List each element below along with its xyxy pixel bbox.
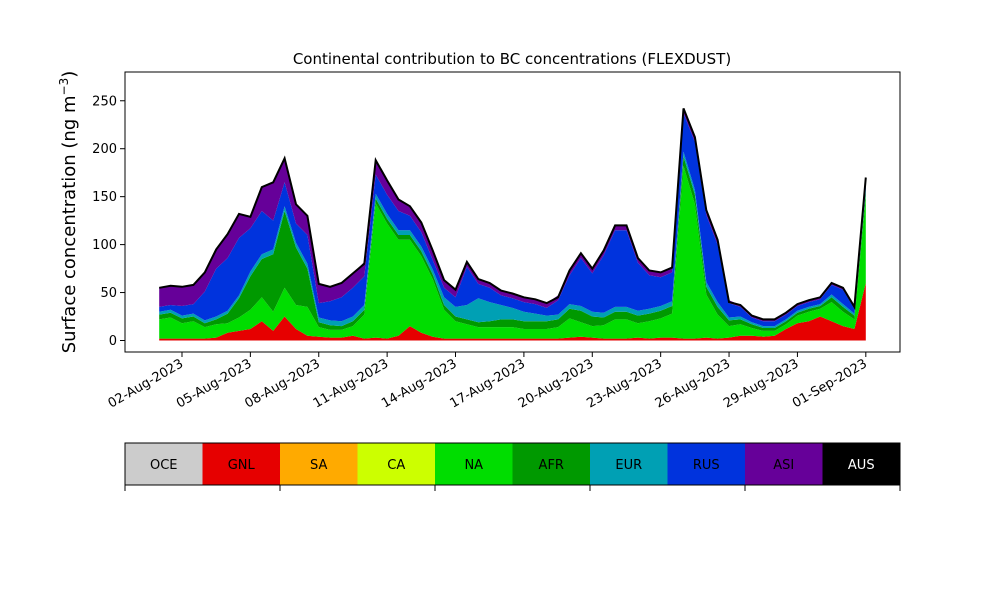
area-gnl <box>159 283 866 341</box>
legend-label-eur: EUR <box>615 458 642 473</box>
legend-label-oce: OCE <box>150 458 178 473</box>
stacked-areas <box>159 108 866 341</box>
area-rus <box>159 113 866 327</box>
legend-label-ca: CA <box>387 458 405 473</box>
y-axis-label-close: ) <box>59 71 80 78</box>
x-tick-label: 26-Aug-2023 <box>653 356 733 411</box>
plot-frame <box>124 71 901 353</box>
x-tick-label: 17-Aug-2023 <box>448 356 528 411</box>
y-tick-label: 50 <box>100 286 117 301</box>
area-na <box>159 166 866 339</box>
x-tick-label: 01-Sep-2023 <box>790 356 870 411</box>
legend-swatch-eur <box>590 443 668 485</box>
x-tick-label: 23-Aug-2023 <box>584 356 664 411</box>
legend-swatch-oce <box>125 443 203 485</box>
x-tick-label: 11-Aug-2023 <box>311 356 391 411</box>
y-axis: 0 50 100 150 200 250 <box>92 94 125 349</box>
x-tick-label: 29-Aug-2023 <box>721 356 801 411</box>
legend: OCE GNL SA CA NA AFR EUR RUS ASI AUS <box>124 442 901 491</box>
x-tick-label: 08-Aug-2023 <box>242 356 322 411</box>
legend-swatch-ca <box>357 443 436 485</box>
y-tick-label: 250 <box>92 94 117 109</box>
legend-label-na: NA <box>464 458 483 473</box>
y-tick-label: 150 <box>92 190 117 205</box>
x-tick-label: 02-Aug-2023 <box>106 356 186 411</box>
area-eur <box>159 151 866 328</box>
legend-label-afr: AFR <box>539 458 564 473</box>
y-axis-label-main: Surface concentration (ng m <box>59 95 80 353</box>
legend-label-gnl: GNL <box>228 458 256 473</box>
x-tick-label: 20-Aug-2023 <box>516 356 596 411</box>
x-tick-label: 05-Aug-2023 <box>174 356 254 411</box>
legend-swatch-rus <box>667 443 746 485</box>
legend-swatch-na <box>435 443 513 485</box>
legend-swatch-afr <box>512 443 591 485</box>
chart-title: Continental contribution to BC concentra… <box>293 50 731 68</box>
total-concentration-line <box>159 108 867 321</box>
legend-label-rus: RUS <box>693 458 720 473</box>
area-afr <box>159 156 866 331</box>
legend-label-sa: SA <box>310 458 327 473</box>
y-tick-label: 0 <box>109 334 117 349</box>
legend-swatch-aus <box>822 443 901 485</box>
y-axis-label: Surface concentration (ng m−3) <box>57 71 80 354</box>
legend-swatch-asi <box>745 443 823 485</box>
area-asi <box>159 108 866 322</box>
x-tick-label: 14-Aug-2023 <box>379 356 459 411</box>
y-tick-label: 100 <box>92 238 117 253</box>
y-axis-label-sup: −3 <box>57 78 71 96</box>
legend-swatch-gnl <box>202 443 281 485</box>
legend-label-aus: AUS <box>848 458 875 473</box>
y-tick-label: 200 <box>92 142 117 157</box>
legend-label-asi: ASI <box>773 458 794 473</box>
legend-frame <box>124 442 901 486</box>
legend-swatch-sa <box>280 443 358 485</box>
x-axis: 02-Aug-202305-Aug-202308-Aug-202311-Aug-… <box>106 352 870 412</box>
